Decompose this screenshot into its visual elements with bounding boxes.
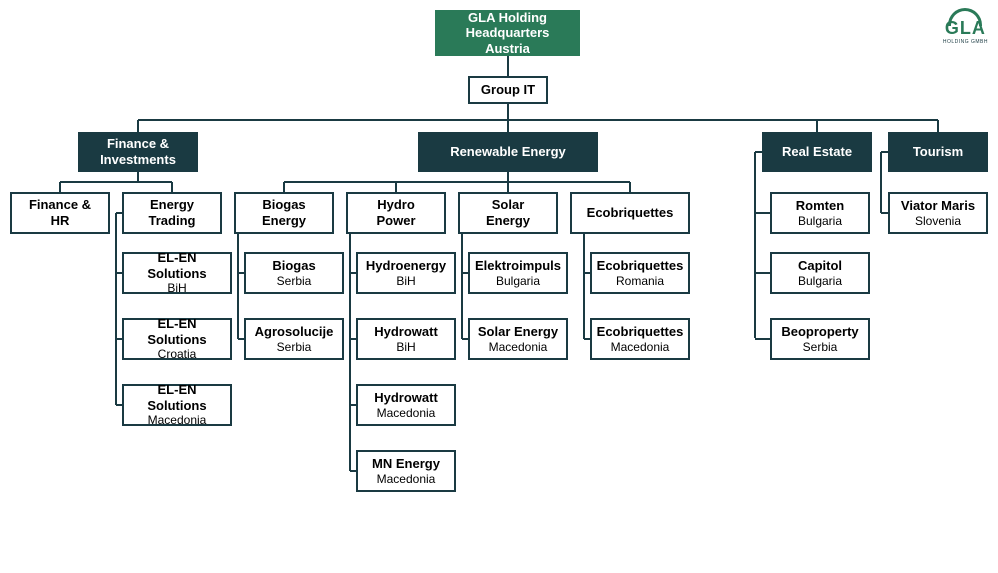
leaf-elektro-sub: Bulgaria	[496, 274, 540, 288]
leaf-hydrow-mac-sub: Macedonia	[377, 406, 436, 420]
logo-text: GLA	[943, 18, 988, 39]
leaf-mn-sub: Macedonia	[377, 472, 436, 486]
leaf-biogas-sub: Serbia	[277, 274, 312, 288]
division-realestate: Real Estate	[762, 132, 872, 172]
leaf-solarmac-title: Solar Energy	[478, 324, 558, 340]
leaf-elen-bih-title: EL-EN Solutions	[130, 250, 224, 281]
sub-energy-trading: Energy Trading	[122, 192, 222, 234]
leaf-hydroenergy-bih: Hydroenergy BiH	[356, 252, 456, 294]
leaf-capitol-sub: Bulgaria	[798, 274, 842, 288]
leaf-hydroen-sub: BiH	[396, 274, 415, 288]
sub-biogas-title: Biogas Energy	[262, 197, 306, 228]
group-it-node: Group IT	[468, 76, 548, 104]
leaf-elen-mac-sub: Macedonia	[148, 413, 207, 427]
leaf-viator: Viator Maris Slovenia	[888, 192, 988, 234]
leaf-elektro-title: Elektroimpuls	[475, 258, 561, 274]
root-node: GLA Holding Headquarters Austria	[435, 10, 580, 56]
leaf-elen-bih: EL-EN Solutions BiH	[122, 252, 232, 294]
leaf-elen-bih-sub: BiH	[167, 281, 186, 295]
division-renewable-label: Renewable Energy	[450, 144, 566, 160]
leaf-eco-romania: Ecobriquettes Romania	[590, 252, 690, 294]
leaf-ecomac-title: Ecobriquettes	[597, 324, 684, 340]
sub-finance-hr-title: Finance & HR	[18, 197, 102, 228]
division-tourism: Tourism	[888, 132, 988, 172]
division-renewable: Renewable Energy	[418, 132, 598, 172]
leaf-eco-macedonia: Ecobriquettes Macedonia	[590, 318, 690, 360]
leaf-beo-sub: Serbia	[803, 340, 838, 354]
division-finance: Finance & Investments	[78, 132, 198, 172]
logo-sub: HOLDING GMBH	[943, 39, 988, 45]
leaf-capitol-title: Capitol	[798, 258, 842, 274]
leaf-capitol: Capitol Bulgaria	[770, 252, 870, 294]
division-tourism-label: Tourism	[913, 144, 963, 160]
leaf-solar-mac: Solar Energy Macedonia	[468, 318, 568, 360]
leaf-hydroen-title: Hydroenergy	[366, 258, 446, 274]
leaf-beoproperty: Beoproperty Serbia	[770, 318, 870, 360]
leaf-hydrowatt-mac: Hydrowatt Macedonia	[356, 384, 456, 426]
division-realestate-label: Real Estate	[782, 144, 852, 160]
leaf-hydrow-bih-title: Hydrowatt	[374, 324, 438, 340]
sub-energy-trading-title: Energy Trading	[149, 197, 196, 228]
leaf-elen-cro-sub: Croatia	[158, 347, 197, 361]
leaf-biogas-title: Biogas	[272, 258, 315, 274]
leaf-agro-title: Agrosolucije	[255, 324, 334, 340]
sub-hydro-power: Hydro Power	[346, 192, 446, 234]
leaf-agro-sub: Serbia	[277, 340, 312, 354]
leaf-elektroimpuls: Elektroimpuls Bulgaria	[468, 252, 568, 294]
leaf-solarmac-sub: Macedonia	[489, 340, 548, 354]
leaf-romten-sub: Bulgaria	[798, 214, 842, 228]
leaf-hydrowatt-bih: Hydrowatt BiH	[356, 318, 456, 360]
leaf-viator-title: Viator Maris	[901, 198, 975, 214]
sub-biogas-energy: Biogas Energy	[234, 192, 334, 234]
leaf-hydrow-bih-sub: BiH	[396, 340, 415, 354]
leaf-elen-mac-title: EL-EN Solutions	[130, 382, 224, 413]
sub-hydro-title: Hydro Power	[376, 197, 415, 228]
leaf-agrosolucije: Agrosolucije Serbia	[244, 318, 344, 360]
leaf-romten-title: Romten	[796, 198, 844, 214]
leaf-hydrow-mac-title: Hydrowatt	[374, 390, 438, 406]
leaf-elen-macedonia: EL-EN Solutions Macedonia	[122, 384, 232, 426]
root-line1: GLA Holding	[468, 10, 547, 26]
logo: GLA HOLDING GMBH	[943, 8, 988, 45]
leaf-ecorom-sub: Romania	[616, 274, 664, 288]
leaf-mn-energy: MN Energy Macedonia	[356, 450, 456, 492]
group-it-title: Group IT	[481, 82, 535, 98]
leaf-elen-cro-title: EL-EN Solutions	[130, 316, 224, 347]
leaf-mn-title: MN Energy	[372, 456, 440, 472]
leaf-viator-sub: Slovenia	[915, 214, 961, 228]
sub-ecobriquettes: Ecobriquettes	[570, 192, 690, 234]
leaf-elen-croatia: EL-EN Solutions Croatia	[122, 318, 232, 360]
leaf-beo-title: Beoproperty	[781, 324, 858, 340]
sub-solar-energy: Solar Energy	[458, 192, 558, 234]
leaf-ecomac-sub: Macedonia	[611, 340, 670, 354]
division-finance-label: Finance & Investments	[100, 136, 176, 167]
leaf-romten: Romten Bulgaria	[770, 192, 870, 234]
sub-finance-hr: Finance & HR	[10, 192, 110, 234]
leaf-biogas-serbia: Biogas Serbia	[244, 252, 344, 294]
sub-solar-title: Solar Energy	[486, 197, 530, 228]
sub-eco-title: Ecobriquettes	[587, 205, 674, 221]
root-line2: Headquarters Austria	[443, 25, 572, 56]
leaf-ecorom-title: Ecobriquettes	[597, 258, 684, 274]
